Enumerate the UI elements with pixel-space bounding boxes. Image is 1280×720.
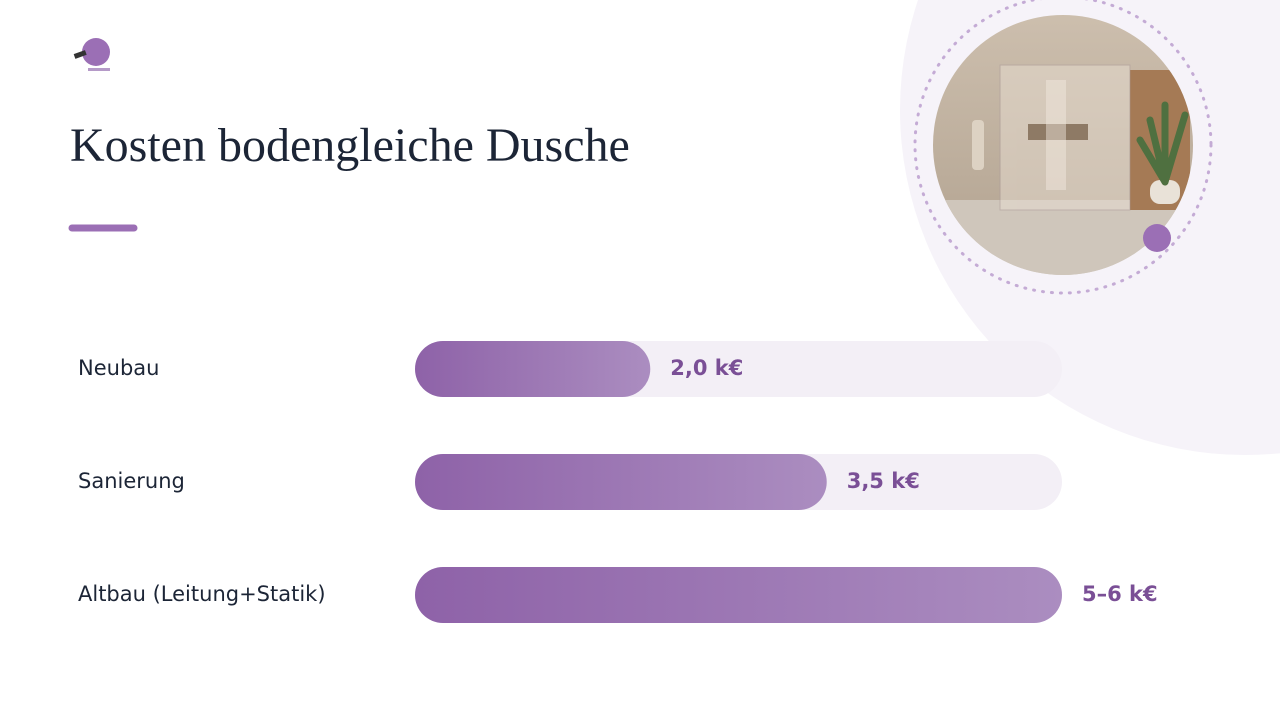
dotted-ring	[913, 0, 1213, 295]
bar-chart: Neubau 2,0 k€ Sanierung 3,5 k€ Altbau (Leitu…	[78, 341, 1158, 623]
value-label: 5–6 k€	[1082, 582, 1158, 606]
value-label: 3,5 k€	[847, 469, 920, 493]
category-label: Sanierung	[78, 469, 185, 493]
logo	[73, 38, 110, 71]
chart-title: Kosten bodengleiche Dusche	[70, 119, 630, 172]
bar	[415, 567, 1062, 623]
category-label: Neubau	[78, 356, 159, 380]
photo	[933, 15, 1193, 275]
accent-dot	[1143, 224, 1171, 252]
bar	[415, 341, 651, 397]
category-label: Altbau (Leitung+Statik)	[78, 582, 326, 606]
value-label: 2,0 k€	[670, 356, 743, 380]
bar	[415, 454, 827, 510]
